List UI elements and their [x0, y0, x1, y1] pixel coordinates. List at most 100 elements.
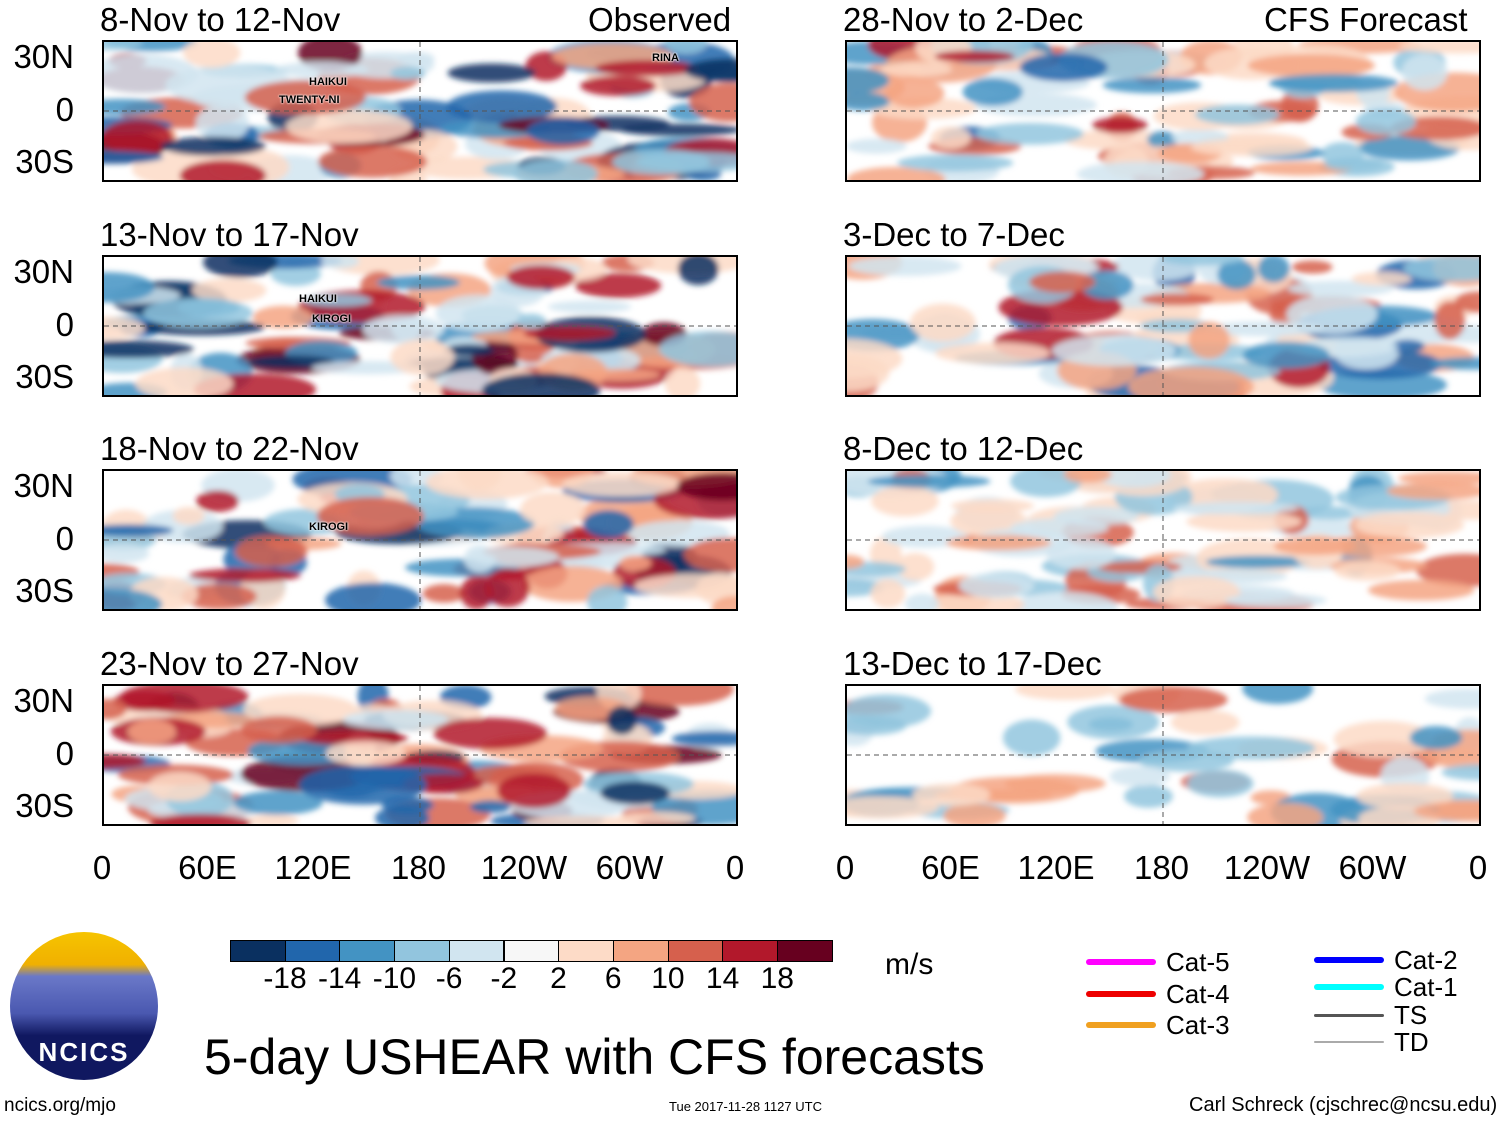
shear-contour	[677, 257, 719, 286]
shear-contour	[1224, 593, 1327, 608]
colorbar-tick: 2	[550, 962, 567, 995]
lat-label: 30N	[13, 38, 74, 75]
storm-label: HAIKUI	[299, 293, 337, 305]
legend-label: TD	[1394, 1027, 1429, 1057]
shear-contour	[149, 813, 252, 824]
shear-contour	[362, 315, 444, 344]
shear-map	[845, 684, 1481, 826]
shear-contour	[172, 506, 205, 525]
shear-contour	[183, 42, 241, 68]
colorbar-swatch	[448, 940, 505, 962]
shear-contour	[619, 555, 652, 571]
shear-contour	[1067, 704, 1160, 740]
panel-title: 13-Nov to 17-Nov	[100, 216, 359, 253]
shear-contour	[104, 42, 143, 51]
lon-label: 0	[725, 849, 745, 886]
shear-contour	[1413, 800, 1479, 822]
shear-contour	[104, 753, 146, 769]
shear-contour	[1424, 688, 1479, 709]
shear-contour	[1160, 257, 1244, 266]
shear-contour	[104, 524, 174, 537]
shear-contour	[595, 60, 698, 77]
shear-map	[845, 40, 1481, 182]
shear-contour	[195, 104, 250, 142]
legend-label: Cat-2	[1394, 945, 1458, 975]
shear-contour	[233, 790, 323, 815]
shear-contour	[580, 75, 657, 97]
lon-label: 0	[1468, 849, 1488, 886]
shear-contour	[943, 803, 1006, 824]
shear-contour	[683, 537, 736, 573]
shear-contour	[945, 535, 1052, 551]
shear-contour	[1286, 294, 1378, 335]
legend-line	[1086, 991, 1156, 997]
shear-contour	[246, 814, 299, 824]
shear-contour	[1190, 138, 1313, 157]
shear-contour	[1002, 719, 1061, 757]
shear-contour	[1092, 117, 1148, 134]
shear-contour	[376, 275, 460, 290]
shear-contour	[1128, 367, 1254, 395]
shear-contour	[443, 344, 494, 357]
shear-contour	[248, 355, 335, 369]
shear-contour	[562, 471, 682, 497]
legend-line	[1314, 1013, 1384, 1017]
shear-contour	[274, 61, 369, 78]
colorbar-swatch	[612, 940, 669, 962]
shear-contour	[104, 316, 145, 340]
panel-title: 13-Dec to 17-Dec	[843, 645, 1102, 682]
shear-map: HAIKUI KIROGI	[102, 255, 738, 397]
shear-contour	[547, 300, 632, 313]
legend-line	[1314, 984, 1384, 990]
lon-label: 120E	[1017, 849, 1095, 886]
colorbar-swatch	[230, 940, 286, 962]
lat-label: 30N	[13, 253, 74, 290]
shear-map	[845, 255, 1481, 397]
lat-label: 30S	[15, 143, 74, 180]
shear-contour	[1247, 803, 1323, 824]
shear-contour	[1242, 686, 1314, 704]
legend-label: TS	[1394, 1000, 1428, 1030]
colorbar-swatch	[339, 940, 396, 962]
colorbar-swatch	[503, 940, 560, 962]
shear-contour	[513, 159, 599, 180]
shear-contour	[1202, 321, 1324, 337]
panel-title: 28-Nov to 2-Dec	[843, 1, 1084, 38]
shear-contour	[128, 718, 176, 744]
shear-contour	[587, 585, 628, 609]
shear-contour	[958, 572, 1034, 599]
shear-contour	[104, 543, 150, 563]
colorbar-tick: -2	[490, 962, 518, 995]
shear-contour	[676, 472, 736, 501]
shear-contour	[1333, 720, 1434, 758]
shear-contour	[658, 331, 736, 367]
shear-contour	[684, 58, 736, 83]
shear-contour	[325, 740, 407, 766]
colorbar-swatch	[394, 940, 450, 962]
colorbar-swatch	[667, 940, 724, 962]
shear-contour	[181, 583, 257, 609]
shear-contour	[1356, 783, 1454, 810]
shear-contour	[606, 705, 637, 735]
shear-contour	[1247, 54, 1376, 77]
shear-contour	[104, 54, 199, 94]
ncics-logo: NCICS	[10, 932, 158, 1080]
shear-contour	[1051, 335, 1177, 367]
shear-contour	[871, 485, 939, 517]
shear-contour	[1187, 736, 1316, 760]
shear-contour	[191, 278, 267, 303]
footer-url[interactable]: ncics.org/mjo	[4, 1095, 116, 1116]
shear-contour	[435, 294, 521, 332]
colorbar-units: m/s	[885, 948, 934, 981]
shear-contour	[1324, 157, 1384, 172]
shear-contour	[1010, 471, 1082, 498]
lon-label: 120W	[480, 849, 568, 886]
colorbar-swatch	[722, 940, 778, 962]
shear-contour	[1403, 257, 1479, 282]
lon-label: 60E	[921, 849, 980, 886]
shear-contour	[1153, 575, 1241, 609]
lat-label: 0	[55, 306, 74, 343]
shear-contour	[934, 50, 1015, 63]
shear-contour	[1019, 53, 1108, 82]
shear-contour	[847, 354, 890, 392]
